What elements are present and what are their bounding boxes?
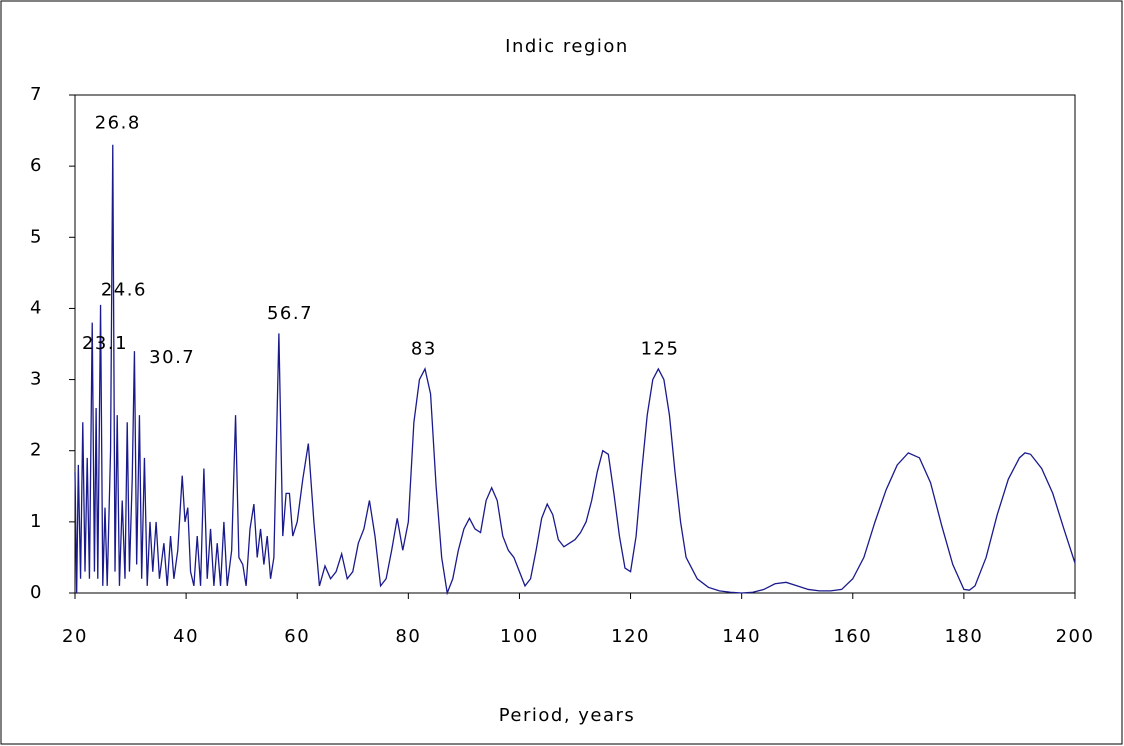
- x-tick-label: 180: [944, 626, 983, 647]
- x-tick-label: 200: [1056, 626, 1095, 647]
- x-tick-label: 80: [395, 626, 421, 647]
- y-tick-label: 4: [30, 297, 43, 318]
- x-tick-label: 40: [173, 626, 199, 647]
- x-axis-label: Period, years: [499, 705, 636, 726]
- y-tick-label: 6: [30, 155, 43, 176]
- peak-annotation: 30.7: [149, 347, 195, 368]
- x-tick-label: 120: [611, 626, 650, 647]
- peak-annotation: 125: [641, 339, 680, 360]
- y-tick-label: 3: [30, 369, 43, 390]
- x-tick-label: 160: [833, 626, 872, 647]
- chart-title: Indic region: [505, 36, 629, 57]
- y-tick-label: 1: [30, 511, 43, 532]
- data-line: [74, 144, 1076, 596]
- y-tick-label: 2: [30, 440, 43, 461]
- peak-annotation: 26.8: [95, 112, 141, 133]
- x-tick-label: 140: [722, 626, 761, 647]
- plot-frame: [74, 94, 1076, 594]
- x-tick-label: 20: [62, 626, 88, 647]
- peak-annotation: 56.7: [267, 303, 313, 324]
- y-tick-label: 7: [30, 84, 43, 105]
- x-tick-label: 60: [284, 626, 310, 647]
- peak-annotation: 24.6: [101, 280, 147, 301]
- peak-annotation: 23.1: [82, 333, 128, 354]
- y-tick-label: 5: [30, 226, 43, 247]
- peak-annotation: 83: [411, 339, 437, 360]
- x-tick-label: 100: [500, 626, 539, 647]
- y-tick-label: 0: [30, 582, 43, 603]
